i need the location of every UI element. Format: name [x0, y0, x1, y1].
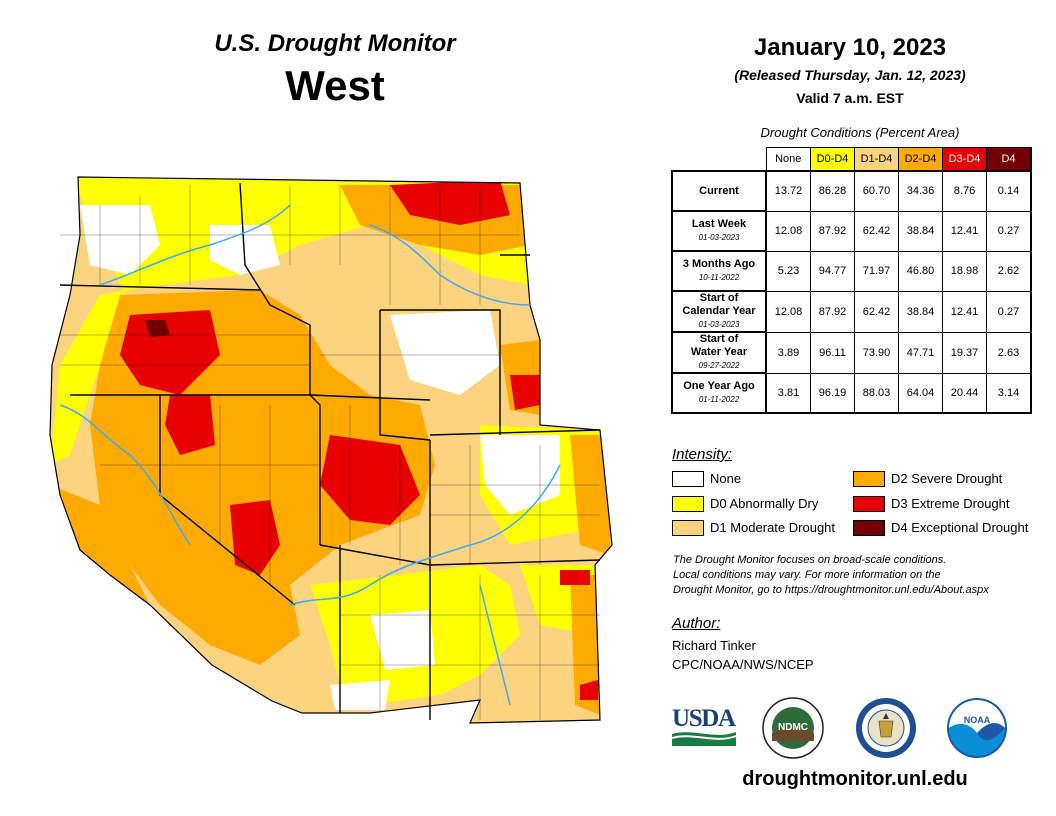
- legend-swatch: [853, 496, 885, 512]
- legend-swatch: [672, 496, 704, 512]
- table-cell: 96.11: [810, 331, 855, 374]
- release-date: (Released Thursday, Jan. 12, 2023): [734, 67, 966, 83]
- drought-areas: [50, 177, 612, 723]
- table-cell: 62.42: [854, 290, 899, 333]
- table-cell: 20.44: [942, 372, 987, 414]
- table-header-blank: [672, 148, 766, 172]
- table-cell: 38.84: [898, 210, 943, 252]
- table-cell: 88.03: [854, 372, 899, 414]
- table-caption: Drought Conditions (Percent Area): [760, 125, 960, 140]
- website-url[interactable]: droughtmonitor.unl.edu: [742, 768, 968, 790]
- legend-swatch: [853, 520, 885, 536]
- table-cell: 94.77: [810, 250, 855, 292]
- table-cell: 12.41: [942, 290, 987, 333]
- author-organization: CPC/NOAA/NWS/NCEP: [672, 657, 814, 672]
- row-label: Start of Water Year 09-27-2022: [671, 331, 767, 374]
- author-name: Richard Tinker: [672, 638, 756, 653]
- legend-label: D1 Moderate Drought: [710, 520, 836, 535]
- table-cell: 8.76: [942, 170, 987, 212]
- table-cell: 19.37: [942, 331, 987, 374]
- col-header-d2-d4: D2-D4: [898, 147, 943, 172]
- table-cell: 34.36: [898, 170, 943, 212]
- noaa-logo: NOAA: [947, 698, 1007, 758]
- table-cell: 86.28: [810, 170, 855, 212]
- table-cell: 71.97: [854, 250, 899, 292]
- table-header-row: None D0-D4 D1-D4 D2-D4 D3-D4 D4: [672, 147, 1032, 172]
- svg-text:NOAA: NOAA: [964, 715, 991, 725]
- table-row-one-year-ago: One Year Ago 01-11-2022 3.81 96.19 88.03 …: [671, 372, 1032, 414]
- table-cell: 87.92: [810, 290, 855, 333]
- table-cell: 62.42: [854, 210, 899, 252]
- legend-label: D2 Severe Drought: [891, 471, 1003, 486]
- rivers: [59, 204, 561, 706]
- legend-label: None: [710, 471, 742, 486]
- drought-conditions-table: None D0-D4 D1-D4 D2-D4 D3-D4 D4 Current …: [671, 147, 1032, 414]
- valid-time: Valid 7 a.m. EST: [796, 90, 904, 106]
- table-cell: 5.23: [765, 250, 811, 292]
- table-cell: 12.08: [765, 290, 811, 333]
- table-row-start-water-year: Start of Water Year 09-27-2022 3.89 96.11 …: [671, 331, 1032, 374]
- svg-text:NDMC: NDMC: [778, 722, 808, 733]
- map-title: U.S. Drought Monitor: [214, 30, 456, 57]
- row-label: Current: [671, 170, 767, 212]
- table-cell: 0.27: [986, 210, 1032, 252]
- table-cell: 0.27: [986, 290, 1032, 333]
- commerce-seal-logo: [856, 698, 916, 758]
- table-cell: 64.04: [898, 372, 943, 414]
- table-cell: 18.98: [942, 250, 987, 292]
- table-cell: 2.63: [986, 331, 1032, 374]
- table-cell: 60.70: [854, 170, 899, 212]
- col-header-d4: D4: [986, 147, 1032, 172]
- author-heading: Author:: [672, 615, 721, 632]
- region-title: West: [285, 62, 385, 109]
- table-cell: 12.08: [765, 210, 811, 252]
- col-header-d0-d4: D0-D4: [810, 147, 855, 172]
- table-row-last-week: Last Week 01-03-2023 12.08 87.92 62.42 38…: [671, 210, 1032, 252]
- table-cell: 3.89: [765, 331, 811, 374]
- table-cell: 38.84: [898, 290, 943, 333]
- table-cell: 2.62: [986, 250, 1032, 292]
- table-cell: 3.81: [765, 372, 811, 414]
- legend-label: D4 Exceptional Drought: [891, 520, 1029, 535]
- table-cell: 0.14: [986, 170, 1032, 212]
- drought-monitor-note: The Drought Monitor focuses on broad-sca…: [673, 553, 1033, 598]
- legend-title: Intensity:: [672, 446, 733, 463]
- legend-label: D3 Extreme Drought: [891, 496, 1010, 511]
- table-row-3-months-ago: 3 Months Ago 10-11-2022 5.23 94.77 71.97 …: [671, 250, 1032, 292]
- note-line: The Drought Monitor focuses on broad-sca…: [673, 554, 947, 566]
- legend-swatch: [853, 471, 885, 487]
- legend-label: D0 Abnormally Dry: [710, 496, 819, 511]
- row-label: Start of Calendar Year 01-03-2023: [671, 290, 767, 333]
- drought-map: [49, 176, 613, 724]
- ndmc-logo: NDMC: [762, 697, 824, 759]
- table-cell: 3.14: [986, 372, 1032, 414]
- table-cell: 47.71: [898, 331, 943, 374]
- table-cell: 73.90: [854, 331, 899, 374]
- table-cell: 87.92: [810, 210, 855, 252]
- col-header-none: None: [765, 147, 811, 172]
- map-date: January 10, 2023: [753, 34, 947, 61]
- row-label: Last Week 01-03-2023: [671, 210, 767, 252]
- table-cell: 12.41: [942, 210, 987, 252]
- table-cell: 46.80: [898, 250, 943, 292]
- usda-logo: USDA: [672, 705, 737, 746]
- row-label: 3 Months Ago 10-11-2022: [671, 250, 767, 292]
- state-borders: [59, 182, 601, 720]
- svg-text:USDA: USDA: [672, 705, 736, 732]
- col-header-d3-d4: D3-D4: [942, 147, 987, 172]
- table-cell: 96.19: [810, 372, 855, 414]
- row-label: One Year Ago 01-11-2022: [671, 372, 767, 414]
- col-header-d1-d4: D1-D4: [854, 147, 899, 172]
- note-line: Local conditions may vary. For more info…: [673, 569, 941, 581]
- legend-swatch: [672, 520, 704, 536]
- note-line: Drought Monitor, go to https://droughtmo…: [673, 584, 989, 596]
- legend-swatch: [672, 471, 704, 487]
- table-row-current: Current 13.72 86.28 60.70 34.36 8.76 0.1…: [671, 170, 1032, 212]
- table-cell: 13.72: [765, 170, 811, 212]
- table-row-start-calendar-year: Start of Calendar Year 01-03-2023 12.08 87…: [671, 290, 1032, 333]
